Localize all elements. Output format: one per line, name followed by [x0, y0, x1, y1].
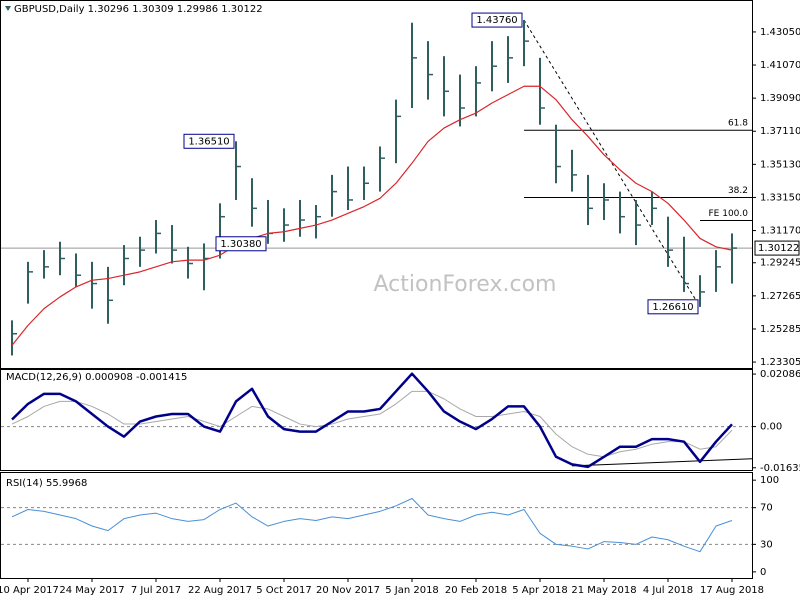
rsi-panel	[0, 472, 753, 579]
y-tick-label: 1.41070	[760, 60, 800, 71]
symbol-icon	[5, 6, 11, 11]
y-tick-label: 1.25285	[760, 324, 800, 335]
annotation-label: 1.43760	[476, 15, 517, 26]
indicator-line	[11, 498, 733, 553]
indicator-line	[11, 372, 733, 469]
y-tick-label: 1.31170	[760, 226, 800, 237]
y-tick-label: 1.27265	[760, 291, 800, 302]
x-tick-label: 10 Apr 2017	[0, 585, 59, 596]
y-tick-label: -0.016357	[760, 463, 800, 474]
x-tick-label: 5 Oct 2017	[256, 585, 311, 596]
x-tick-label: 20 Feb 2018	[445, 585, 507, 596]
annotation-box	[647, 299, 699, 315]
last-price-label: 1.30122	[758, 243, 799, 254]
x-tick-label: 4 Jul 2018	[643, 585, 693, 596]
price-panel	[0, 0, 753, 369]
annotation-box	[183, 133, 235, 149]
y-tick-label: 1.39090	[760, 93, 800, 104]
x-tick-label: 17 Aug 2018	[700, 585, 764, 596]
fib-label: 61.8	[728, 119, 748, 129]
x-tick-label: 20 Nov 2017	[316, 585, 380, 596]
annotation-label: 1.26610	[652, 302, 693, 313]
rsi-title: RSI(14) 55.9968	[6, 478, 87, 489]
annotation-box	[215, 236, 267, 252]
y-tick-label: 0.020861	[760, 369, 800, 380]
y-tick-label: 70	[760, 503, 773, 514]
macd-title: MACD(12,26,9) 0.000908 -0.001415	[6, 372, 187, 383]
annotation-label: 1.30380	[220, 239, 261, 250]
trend-line	[523, 19, 701, 308]
annotation-box	[471, 12, 523, 28]
y-tick-label: 30	[760, 539, 773, 550]
support-line	[571, 458, 753, 467]
y-tick-label: 1.29245	[760, 258, 800, 269]
annotation-label: 1.36510	[188, 136, 229, 147]
fe-label: FE 100.0	[709, 209, 749, 219]
y-tick-label: 1.23305	[760, 357, 800, 368]
y-tick-label: 1.43050	[760, 27, 800, 38]
y-tick-label: 1.37110	[760, 126, 800, 137]
y-tick-label: 0.00	[760, 422, 782, 433]
price-title: GBPUSD,Daily 1.30296 1.30309 1.29986 1.3…	[14, 4, 263, 15]
x-tick-label: 5 Apr 2018	[512, 585, 567, 596]
x-tick-label: 24 May 2017	[59, 585, 124, 596]
y-tick-label: 100	[760, 475, 779, 486]
fib-label: 38.2	[728, 186, 748, 196]
x-tick-label: 5 Jan 2018	[385, 585, 439, 596]
moving-average	[11, 85, 733, 346]
watermark: ActionForex.com	[374, 272, 557, 297]
y-tick-label: 1.33150	[760, 192, 800, 203]
last-price-box	[754, 240, 800, 256]
x-tick-label: 21 May 2018	[571, 585, 636, 596]
macd-panel	[0, 369, 753, 471]
x-tick-label: 22 Aug 2017	[188, 585, 252, 596]
indicator-line	[11, 390, 733, 458]
x-tick-label: 7 Jul 2017	[131, 585, 181, 596]
y-tick-label: 0	[760, 567, 766, 578]
y-tick-label: 1.35130	[760, 159, 800, 170]
